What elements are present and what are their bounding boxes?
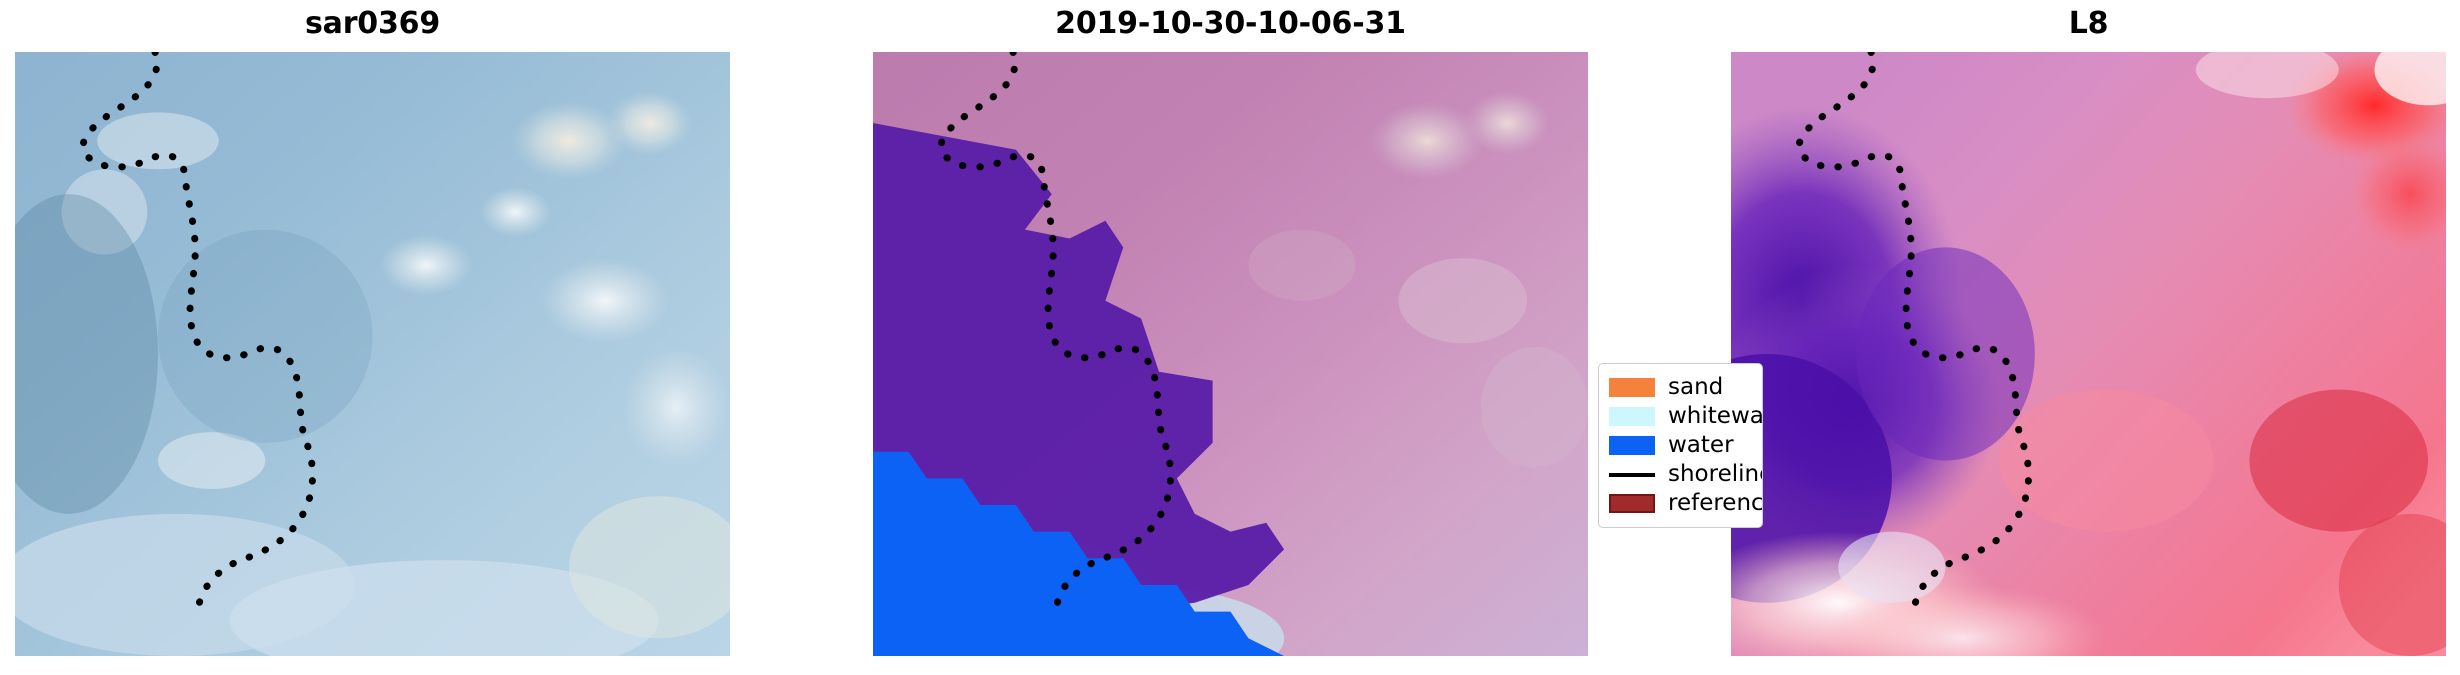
legend-label-water: water <box>1668 432 1734 458</box>
image-panel-classified <box>873 52 1588 656</box>
legend-label-sand: sand <box>1668 374 1724 400</box>
reference-swatch-icon <box>1609 494 1655 513</box>
legend-label-reference: reference <box>1668 490 1763 516</box>
satellite-rgb-raster <box>15 52 730 656</box>
water-swatch-icon <box>1609 436 1655 455</box>
l8-false-color-raster <box>1731 52 2446 656</box>
legend-box: sand whitewater water shoreline referenc… <box>1598 363 1763 528</box>
legend-label-whitewater: whitewater <box>1668 403 1763 429</box>
whitewater-swatch-icon <box>1609 407 1655 426</box>
legend-item-reference: reference <box>1609 489 1762 518</box>
classified-overlay-raster <box>873 52 1588 656</box>
legend-item-water: water <box>1609 431 1762 460</box>
panel-title-l8: L8 <box>2068 6 2109 41</box>
shoreline-line-icon <box>1609 465 1655 484</box>
image-panel-sar <box>15 52 730 656</box>
legend-item-whitewater: whitewater <box>1609 402 1762 431</box>
image-panel-l8 <box>1731 52 2446 656</box>
panel-title-timestamp: 2019-10-30-10-06-31 <box>1055 6 1406 41</box>
legend-label-shoreline: shoreline <box>1668 461 1763 487</box>
legend-item-shoreline: shoreline <box>1609 460 1762 489</box>
sand-swatch-icon <box>1609 378 1655 397</box>
panel-title-sar: sar0369 <box>305 6 440 41</box>
legend-item-sand: sand <box>1609 373 1762 402</box>
